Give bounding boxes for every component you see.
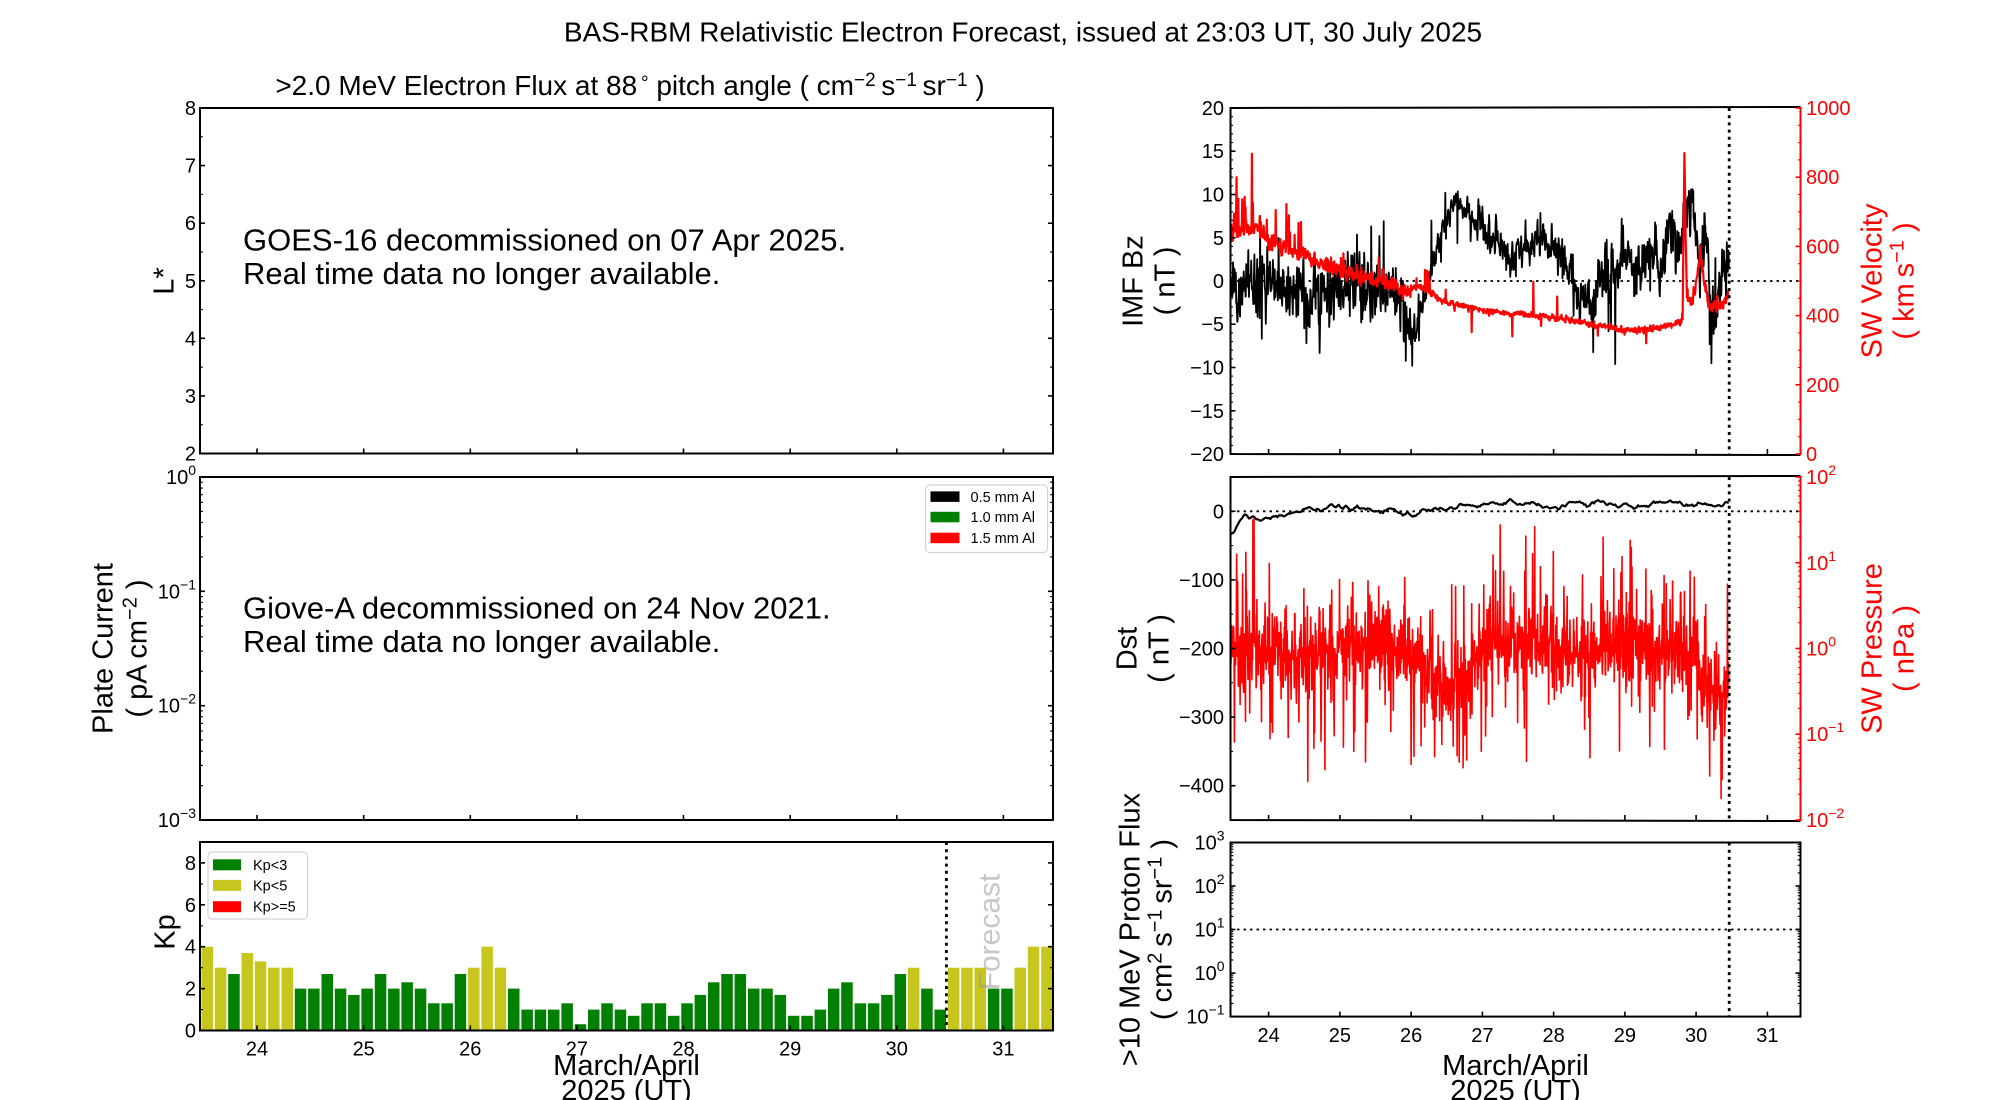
svg-text:−100: −100	[1179, 570, 1224, 592]
svg-text:800: 800	[1806, 167, 1839, 189]
svg-text:28: 28	[672, 1039, 694, 1061]
svg-text:27: 27	[1471, 1025, 1493, 1047]
svg-text:5: 5	[185, 271, 196, 293]
svg-text:SW Pressure: SW Pressure	[1857, 563, 1889, 734]
svg-text:0.5 mm Al: 0.5 mm Al	[971, 490, 1035, 506]
svg-text:−5: −5	[1201, 314, 1224, 336]
svg-text:26: 26	[1400, 1025, 1422, 1047]
svg-text:( km s−1 ): ( km s−1 )	[1887, 222, 1921, 339]
svg-text:31: 31	[1756, 1025, 1778, 1047]
svg-text:( nT ): ( nT )	[1150, 247, 1182, 316]
svg-text:−20: −20	[1190, 444, 1224, 466]
svg-text:>2.0 MeV Electron Flux at 88 °: >2.0 MeV Electron Flux at 88 ° pitch ang…	[275, 70, 984, 101]
svg-text:24: 24	[246, 1039, 268, 1061]
svg-text:30: 30	[1685, 1025, 1707, 1047]
svg-text:L*: L*	[149, 267, 181, 294]
svg-text:March/April: March/April	[1442, 1050, 1589, 1082]
svg-text:4: 4	[185, 937, 196, 959]
svg-text:0: 0	[1213, 271, 1224, 293]
svg-text:26: 26	[459, 1039, 481, 1061]
svg-text:( nT ): ( nT )	[1144, 614, 1176, 683]
svg-text:3: 3	[185, 386, 196, 408]
svg-text:25: 25	[1329, 1025, 1351, 1047]
svg-text:27: 27	[566, 1039, 588, 1061]
svg-text:30: 30	[886, 1039, 908, 1061]
svg-text:0: 0	[1213, 501, 1224, 523]
svg-text:6: 6	[185, 895, 196, 917]
svg-text:0: 0	[185, 1021, 196, 1043]
svg-text:Kp>=5: Kp>=5	[253, 900, 296, 916]
svg-text:29: 29	[779, 1039, 801, 1061]
svg-text:Dst: Dst	[1112, 627, 1144, 671]
svg-text:10−2: 10−2	[158, 691, 196, 718]
svg-text:10: 10	[1202, 185, 1224, 207]
svg-text:Forecast: Forecast	[974, 873, 1007, 990]
svg-text:( nPa ): ( nPa )	[1889, 605, 1921, 692]
svg-text:−15: −15	[1190, 401, 1224, 423]
svg-text:2025 (UT): 2025 (UT)	[561, 1075, 692, 1100]
svg-text:20: 20	[1202, 98, 1224, 120]
svg-text:15: 15	[1202, 141, 1224, 163]
svg-text:24: 24	[1257, 1025, 1279, 1047]
svg-text:10−1: 10−1	[1806, 719, 1844, 746]
svg-text:8: 8	[185, 853, 196, 875]
svg-text:Kp: Kp	[150, 914, 182, 949]
svg-text:1000: 1000	[1806, 98, 1851, 120]
svg-text:6: 6	[185, 213, 196, 235]
svg-text:March/April: March/April	[553, 1050, 700, 1082]
svg-text:5: 5	[1213, 228, 1224, 250]
svg-text:2025 (UT): 2025 (UT)	[1450, 1075, 1581, 1100]
svg-text:2: 2	[185, 444, 196, 466]
svg-text:−300: −300	[1179, 707, 1224, 729]
svg-text:−200: −200	[1179, 639, 1224, 661]
svg-text:2: 2	[185, 979, 196, 1001]
svg-text:−400: −400	[1179, 776, 1224, 798]
svg-text:IMF Bz: IMF Bz	[1118, 235, 1150, 327]
svg-text:600: 600	[1806, 236, 1839, 258]
svg-text:28: 28	[1542, 1025, 1564, 1047]
svg-text:4: 4	[185, 328, 196, 350]
svg-text:101: 101	[1806, 548, 1836, 575]
svg-text:200: 200	[1806, 375, 1839, 397]
svg-text:1.0 mm Al: 1.0 mm Al	[971, 510, 1035, 526]
svg-text:Plate Current: Plate Current	[88, 563, 120, 734]
svg-text:29: 29	[1614, 1025, 1636, 1047]
svg-text:−10: −10	[1190, 358, 1224, 380]
svg-text:Real time data no longer avail: Real time data no longer available.	[243, 256, 720, 291]
svg-text:Kp<5: Kp<5	[253, 878, 287, 894]
svg-text:>10 MeV Proton Flux: >10 MeV Proton Flux	[1115, 792, 1147, 1066]
svg-text:0: 0	[1806, 444, 1817, 466]
svg-text:Real time data no longer avail: Real time data no longer available.	[243, 624, 720, 659]
svg-text:Kp<3: Kp<3	[253, 858, 287, 874]
svg-text:7: 7	[185, 156, 196, 178]
svg-text:31: 31	[992, 1039, 1014, 1061]
svg-text:( cm2 s−1 sr−1 ): ( cm2 s−1 sr−1 )	[1145, 839, 1179, 1020]
svg-text:GOES-16 decommissioned on 07 A: GOES-16 decommissioned on 07 Apr 2025.	[243, 223, 846, 258]
svg-text:400: 400	[1806, 306, 1839, 328]
svg-text:Giove-A decommissioned on 24 N: Giove-A decommissioned on 24 Nov 2021.	[243, 591, 831, 626]
svg-text:SW Velocity: SW Velocity	[1857, 203, 1889, 358]
svg-text:BAS-RBM Relativistic Electron: BAS-RBM Relativistic Electron Forecast, …	[564, 17, 1482, 48]
svg-text:8: 8	[185, 98, 196, 120]
svg-text:1.5 mm Al: 1.5 mm Al	[971, 531, 1035, 547]
svg-text:25: 25	[353, 1039, 375, 1061]
